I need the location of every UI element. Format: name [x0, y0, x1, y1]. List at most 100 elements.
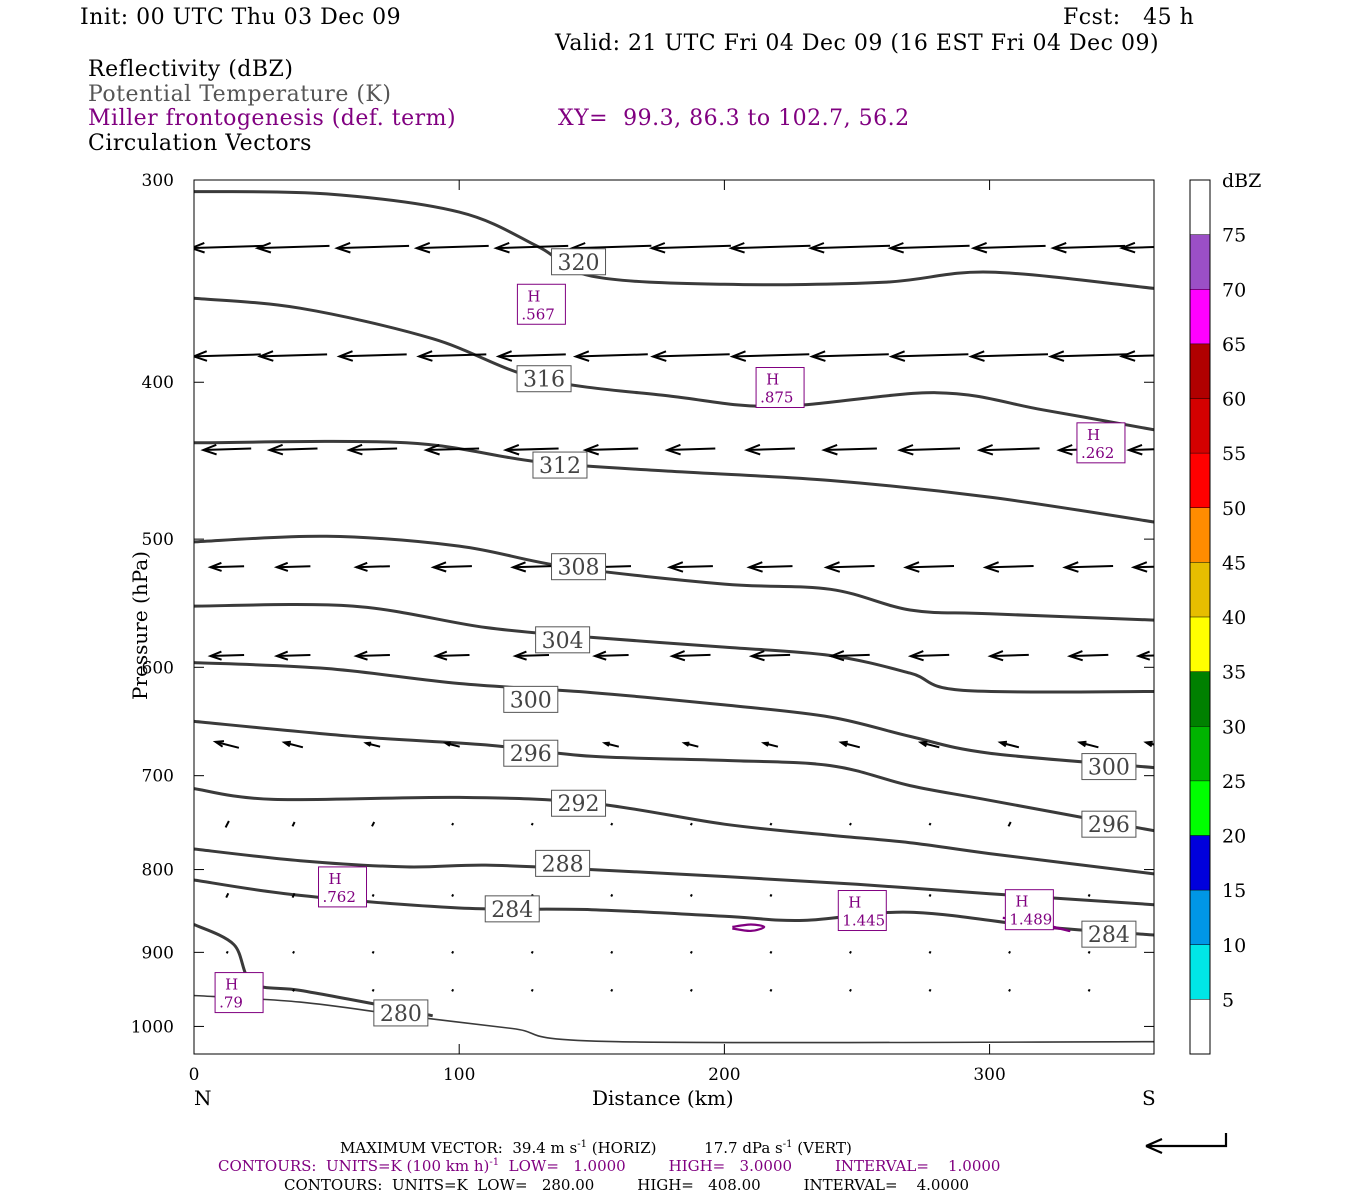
vector-arrow: [530, 988, 534, 992]
vector-shaft: [585, 447, 639, 451]
x-tick-label: 100: [443, 1065, 475, 1085]
vector-head: [807, 242, 825, 254]
vector-arrow: [1126, 443, 1154, 456]
fronto-high-box: [318, 866, 368, 908]
vector-arrow: [1135, 650, 1154, 661]
fronto-high-letter: H: [848, 894, 861, 912]
vector-arrow: [888, 350, 969, 362]
vector-shaft: [910, 653, 950, 658]
max-vector-end: (VERT): [792, 1139, 852, 1157]
vector-arrow: [207, 650, 245, 661]
vector-arrow: [970, 241, 1046, 254]
theta-label-box: [535, 626, 591, 654]
theta-contour-304: [194, 603, 1154, 694]
vector-arrow: [997, 740, 1020, 749]
theta-label-316: 316: [516, 365, 572, 393]
y-tick-label: 400: [142, 373, 174, 393]
sup-1: -1: [577, 1139, 587, 1150]
colorbar-label: 55: [1222, 443, 1246, 465]
vector-head: [761, 741, 769, 747]
vector-arrow: [416, 350, 487, 362]
vector-head: [257, 350, 274, 362]
vector-arrow: [849, 822, 852, 826]
vector-shaft: [1087, 988, 1091, 992]
vector-arrow: [1066, 650, 1109, 662]
vector-arrow: [928, 988, 932, 992]
vector-shaft: [416, 244, 489, 250]
vector-arrow: [423, 443, 480, 456]
vector-arrow: [433, 650, 470, 661]
field-frontogenesis: Miller frontogenesis (def. term): [88, 106, 457, 131]
vector-shaft: [371, 821, 376, 827]
vector-head: [1056, 444, 1073, 456]
vector-head: [1066, 650, 1084, 662]
vector-shaft: [225, 950, 229, 954]
colorbar-label: 70: [1222, 279, 1246, 301]
fronto-high-value: .79: [219, 994, 243, 1012]
vector-shaft: [259, 353, 328, 358]
colorbar-label: 25: [1222, 771, 1246, 793]
vector-arrow: [413, 241, 489, 254]
vector-arrow: [976, 444, 1040, 456]
colorbar-segment: [1190, 180, 1210, 235]
vector-head: [266, 443, 284, 456]
vector-shaft: [667, 447, 716, 451]
vector-shaft: [575, 353, 648, 358]
theta-label-text: 300: [510, 688, 552, 713]
vector-shaft: [426, 447, 480, 451]
vector-arrow: [194, 350, 261, 362]
vector-arrow: [1153, 824, 1154, 827]
colorbar-segment: [1190, 453, 1210, 508]
theta-contour-300: [194, 661, 1154, 770]
y-tick-label: 300: [142, 171, 174, 191]
vector-head: [273, 561, 289, 572]
colorbar-label: 10: [1222, 935, 1246, 957]
fronto-high-value: 1.445: [842, 912, 885, 930]
vector-arrow: [666, 561, 713, 573]
vector-arrow: [281, 740, 304, 749]
vector-arrow: [689, 893, 693, 897]
vector-shaft: [210, 654, 245, 657]
theta-label-text: 288: [542, 852, 584, 877]
vector-shaft: [746, 447, 795, 451]
vector-arrow: [291, 892, 296, 899]
theta-label-text: 304: [542, 629, 584, 654]
vector-head: [512, 650, 527, 661]
vector-arrow: [430, 561, 472, 573]
colorbar-segment: [1190, 780, 1210, 836]
vector-arrow: [689, 988, 693, 992]
vector-shaft: [496, 244, 569, 250]
theta-label-box: [551, 248, 607, 276]
vector-arrow: [729, 350, 810, 362]
vector-shaft: [1007, 821, 1012, 827]
fronto-high: H.262: [1076, 422, 1126, 464]
vector-arrow: [807, 242, 891, 254]
vector-arrow: [291, 821, 296, 827]
vector-arrow: [336, 350, 407, 362]
vector-arrow: [809, 350, 889, 362]
vector-head: [493, 241, 510, 254]
vector-shaft: [1145, 741, 1154, 746]
vector-arrow: [769, 950, 773, 954]
vector-shaft: [890, 244, 970, 250]
vector-arrow: [1155, 894, 1156, 896]
vector-arrow: [582, 443, 639, 456]
fronto-high-letter: H: [1015, 893, 1028, 911]
vector-shaft: [371, 950, 375, 954]
plot-frame: [193, 179, 1155, 1055]
theta-label-text: 316: [523, 368, 565, 393]
vector-head: [888, 350, 906, 362]
vector-head: [212, 740, 225, 748]
field-theta: Potential Temperature (K): [88, 82, 392, 107]
vector-arrow: [1008, 988, 1011, 992]
vector-shaft: [215, 740, 240, 749]
vector-shaft: [337, 244, 410, 250]
vector-shaft: [1000, 741, 1020, 749]
theta-label-312: 312: [532, 451, 588, 479]
vector-arrow: [887, 242, 970, 254]
x-tick-label: 300: [973, 1065, 1005, 1085]
vector-arrow: [689, 822, 693, 826]
vector-head: [823, 561, 841, 573]
colorbar-label: 40: [1222, 607, 1246, 629]
vector-shaft: [928, 950, 932, 954]
